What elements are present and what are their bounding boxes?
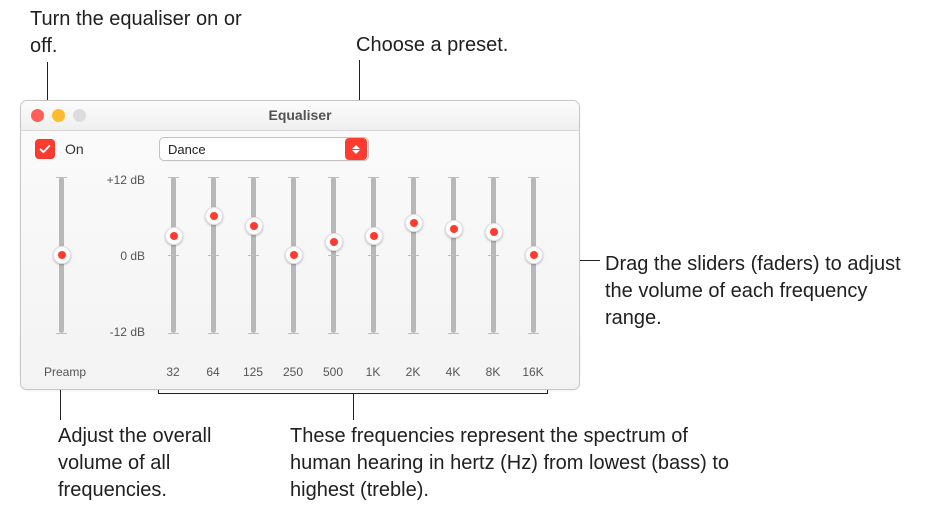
db-label-bot: -12 dB [110,325,145,339]
band-slider[interactable]: 2K [399,173,427,375]
db-label-top: +12 dB [107,173,145,187]
band-label: 4K [446,365,461,379]
preamp-slider[interactable]: Preamp [45,173,105,375]
band-slider[interactable]: 125 [239,173,267,375]
window-title: Equaliser [21,107,579,123]
slider-thumb[interactable] [165,227,183,245]
callout-frequencies: These frequencies represent the spectrum… [290,423,730,504]
band-sliders: 3264 125 250 500 1K2K4K8K 16K [159,173,565,375]
slider-thumb[interactable] [205,207,223,225]
slider-thumb[interactable] [445,220,463,238]
equaliser-window: Equaliser On Dance +12 dB 0 dB -12 dB Pr… [20,100,580,390]
band-slider[interactable]: 1K [359,173,387,375]
preset-stepper-icon [345,138,367,160]
band-slider[interactable]: 500 [319,173,347,375]
preamp-label: Preamp [35,365,95,379]
db-label-mid: 0 dB [120,249,145,263]
leader-frequencies [353,394,354,420]
slider-thumb[interactable] [325,233,343,251]
band-label: 8K [486,365,501,379]
eq-area: +12 dB 0 dB -12 dB Preamp 3264 125 250 500 1… [35,173,565,375]
slider-thumb[interactable] [365,227,383,245]
band-slider[interactable]: 64 [199,173,227,375]
band-slider[interactable]: 16K [519,173,547,375]
band-label: 64 [206,365,219,379]
equaliser-toggle-checkbox[interactable] [35,139,55,159]
band-label: 500 [323,365,343,379]
slider-thumb[interactable] [485,223,503,241]
callout-preamp: Adjust the overall volume of all frequen… [58,423,268,504]
slider-thumb[interactable] [245,217,263,235]
slider-thumb[interactable] [525,246,543,264]
callout-toggle: Turn the equaliser on or off. [30,6,250,60]
band-label: 2K [406,365,421,379]
band-label: 16K [522,365,543,379]
preset-select[interactable]: Dance [159,137,369,161]
band-label: 125 [243,365,263,379]
slider-thumb[interactable] [285,246,303,264]
preset-value: Dance [160,142,344,157]
band-slider[interactable]: 250 [279,173,307,375]
checkmark-icon [38,142,52,156]
band-slider[interactable]: 4K [439,173,467,375]
slider-thumb[interactable] [53,246,71,264]
band-slider[interactable]: 32 [159,173,187,375]
band-label: 32 [166,365,179,379]
callout-preset: Choose a preset. [356,32,576,59]
band-slider[interactable]: 8K [479,173,507,375]
titlebar: Equaliser [21,101,579,131]
slider-thumb[interactable] [405,214,423,232]
band-label: 250 [283,365,303,379]
band-label: 1K [366,365,381,379]
equaliser-toggle-label: On [65,141,84,157]
callout-sliders: Drag the sliders (faders) to adjust the … [605,251,915,332]
